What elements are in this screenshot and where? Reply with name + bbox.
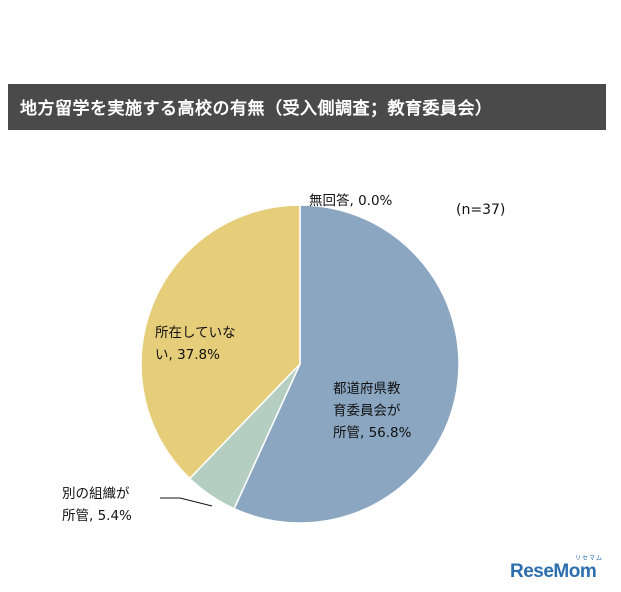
resemom-logo: ReseMom <box>510 561 597 582</box>
slice-none <box>140 204 301 480</box>
logo-subtext: リセマム <box>575 555 604 562</box>
label-prefecture-board-line: 所管, 56.8% <box>333 425 412 441</box>
label-prefecture-board-line: 都道府県教 <box>333 381 401 397</box>
chart-title-bar: 地方留学を実施する高校の有無（受入側調査；教育委員会） <box>8 84 606 130</box>
label-prefecture-board: 都道府県教育委員会が所管, 56.8% <box>333 378 411 444</box>
label-none-line: 所在していな <box>155 325 236 341</box>
label-other-org: 別の組織が所管, 5.4% <box>62 483 132 527</box>
label-no-answer: 無回答, 0.0% <box>309 190 392 212</box>
label-other-org-line: 所管, 5.4% <box>62 508 132 524</box>
label-none: 所在していな い, 37.8% <box>155 322 236 366</box>
label-other-org-line: 別の組織が <box>62 486 130 502</box>
sample-size-label: (n=37) <box>456 202 506 218</box>
label-prefecture-board-line: 育委員会が <box>333 403 401 419</box>
slice-prefecture-board <box>233 204 460 524</box>
label-no-answer-line: 無回答, 0.0% <box>309 193 393 209</box>
label-none-line: い, 37.8% <box>155 347 220 363</box>
leader-line <box>160 497 213 507</box>
chart-title: 地方留学を実施する高校の有無（受入側調査；教育委員会） <box>20 99 493 119</box>
